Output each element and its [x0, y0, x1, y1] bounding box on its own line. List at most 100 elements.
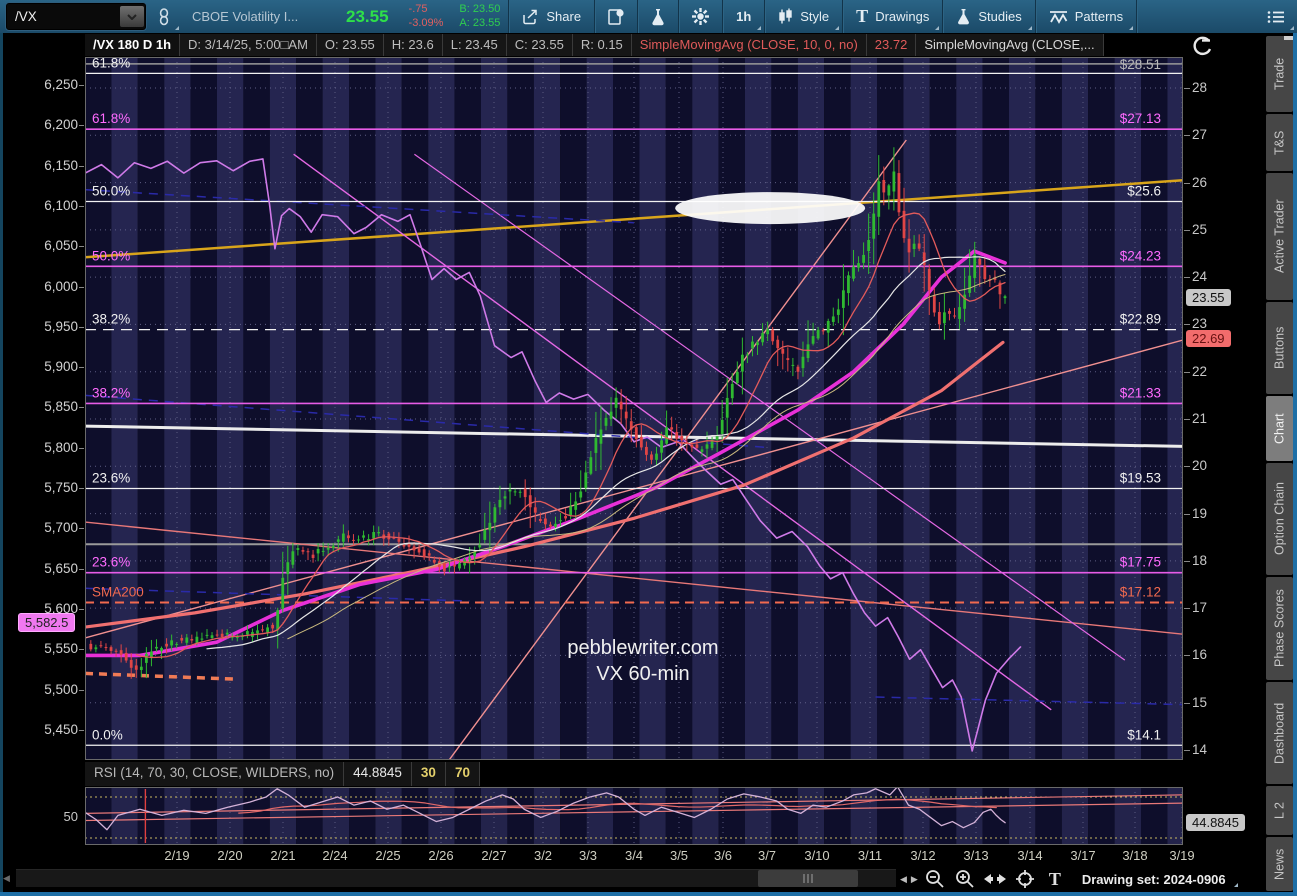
svg-text:SMA200: SMA200: [92, 584, 144, 599]
drawings-button[interactable]: T Drawings: [843, 0, 942, 33]
settings-button[interactable]: [679, 0, 722, 33]
analysis-tools-button[interactable]: [638, 0, 678, 33]
study-sma2-label[interactable]: SimpleMovingAvg (CLOSE,...: [916, 34, 1104, 56]
timeframe-button[interactable]: 1h: [723, 0, 764, 33]
white-ellipse-annotation[interactable]: [675, 192, 866, 225]
toolbar-divider: [842, 0, 844, 33]
right-axis-tick: 24: [1183, 269, 1208, 285]
navy-dash-3[interactable]: [85, 587, 470, 602]
svg-text:$17.75: $17.75: [1120, 555, 1161, 570]
x-axis-date-label: 3/2: [533, 848, 553, 863]
horizontal-scrollbar[interactable]: [16, 869, 896, 887]
window-edge-left: [0, 33, 3, 896]
drawing-set-label: Drawing set: 2024-0906: [1081, 871, 1226, 887]
salmon-down[interactable]: [85, 521, 1183, 635]
watermark-line2: VX 60-min: [596, 663, 689, 685]
drawings-label: Drawings: [875, 9, 930, 24]
dropdown-corner-caret: [1233, 882, 1238, 887]
navy-dash-1[interactable]: [85, 188, 635, 224]
patterns-button[interactable]: Patterns: [1036, 0, 1136, 33]
study-sma1-label[interactable]: SimpleMovingAvg (CLOSE, 10, 0, no): [631, 34, 867, 56]
scroll-left-arrow[interactable]: ◀: [3, 873, 10, 883]
rsi-study-label[interactable]: RSI (14, 70, 30, CLOSE, WILDERS, no): [85, 762, 345, 786]
expand-horizontal-button[interactable]: [982, 868, 1008, 890]
crosshair-button[interactable]: [1012, 868, 1038, 890]
dropdown-corner-caret: [175, 26, 179, 30]
pattern-zigzag-icon: [1049, 10, 1068, 24]
left-axis-tick: 6,150: [0, 158, 84, 173]
svg-text:50.0%: 50.0%: [92, 183, 130, 198]
tab-chart[interactable]: Chart: [1266, 396, 1293, 461]
toolbar-divider: [722, 0, 724, 33]
crosshair-icon: [1015, 870, 1034, 888]
right-axis-tick: 15: [1183, 694, 1208, 710]
chart-menu-button[interactable]: [1255, 0, 1297, 33]
change-value: -.75: [408, 3, 428, 16]
horizontal-scrollbar-thumb[interactable]: [758, 870, 858, 887]
chart-title: /VX 180 D 1h: [85, 34, 181, 56]
tab-dashboard[interactable]: Dashboard: [1266, 682, 1293, 784]
navy-dash-4[interactable]: [875, 696, 1183, 706]
chart-header: /VX 180 D 1h D: 3/14/25, 5:00□AM O: 23.5…: [85, 34, 1104, 56]
rsi-value-badge: 44.8845: [1186, 814, 1245, 831]
left-axis-tick: 5,550: [0, 641, 84, 656]
right-axis-tick: 18: [1183, 552, 1208, 568]
white-thick-trendline[interactable]: [85, 424, 1183, 448]
toolbar-divider: [1034, 0, 1036, 33]
vertical-scrollbar-thumb[interactable]: [1284, 36, 1295, 40]
magenta-down-1[interactable]: [293, 153, 1052, 711]
price-chart-canvas[interactable]: $28.51 61.8% 50.0% $25.6 38.2% $22.89 23.6% $19…: [85, 57, 1183, 760]
left-axis-tick: 5,650: [0, 561, 84, 576]
text-tool-icon: T: [856, 6, 869, 26]
right-axis-tick: 19: [1183, 505, 1208, 521]
report-button[interactable]: i: [595, 0, 637, 33]
study-sma1-value: 23.72: [866, 34, 917, 56]
chart-maximize-icon[interactable]: [1189, 36, 1213, 60]
style-button[interactable]: Style: [765, 0, 842, 33]
x-axis-date-label: 3/7: [757, 848, 777, 863]
x-axis-date-label: 3/18: [1122, 848, 1148, 863]
tab-l-2[interactable]: L 2: [1266, 786, 1293, 835]
pan-left-button[interactable]: ◀: [900, 873, 907, 884]
text-note-button[interactable]: T: [1048, 868, 1061, 889]
x-axis-date-label: 2/24: [322, 848, 348, 863]
symbol-dropdown-button[interactable]: [120, 6, 144, 27]
change-percent: -3.09%: [408, 16, 444, 29]
svg-text:$25.6: $25.6: [1127, 183, 1161, 198]
svg-text:38.2%: 38.2%: [92, 312, 130, 327]
left-axis-tick: 5,600: [0, 601, 84, 616]
zoom-out-button[interactable]: [922, 868, 948, 890]
tab-phase-scores[interactable]: Phase Scores: [1266, 577, 1293, 680]
x-axis-date-label: 3/3: [578, 848, 598, 863]
symbol-combobox[interactable]: /VX: [6, 3, 146, 30]
rsi-midline-label: 50: [63, 809, 78, 824]
chevron-down-icon: [127, 13, 137, 20]
tab-buttons[interactable]: Buttons: [1266, 302, 1293, 394]
gold-trendline[interactable]: [85, 178, 1183, 259]
tab-active-trader[interactable]: Active Trader: [1266, 173, 1293, 300]
left-axis-tick: 6,000: [0, 279, 84, 294]
x-axis-date-label: 2/26: [428, 848, 454, 863]
timeframe-label: 1h: [736, 9, 752, 24]
left-axis-tick: 6,200: [0, 117, 84, 132]
dropdown-corner-caret: [1027, 26, 1032, 30]
zoom-in-button[interactable]: [952, 868, 978, 890]
share-button[interactable]: Share: [509, 0, 594, 33]
tab-trade[interactable]: Trade: [1266, 36, 1293, 112]
salmon-dashed-left[interactable]: [85, 671, 234, 681]
right-axis-tick: 25: [1183, 221, 1208, 237]
tab-news[interactable]: News: [1266, 837, 1293, 891]
style-label: Style: [800, 9, 830, 24]
rsi-chart-canvas[interactable]: [85, 787, 1183, 845]
tab-option-chain[interactable]: Option Chain: [1266, 463, 1293, 575]
x-axis-date-label: 3/14: [1017, 848, 1043, 863]
pan-right-button[interactable]: ▶: [910, 873, 918, 884]
studies-button[interactable]: Studies: [943, 0, 1034, 33]
left-axis-tick: 5,950: [0, 319, 84, 334]
studies-label: Studies: [978, 9, 1022, 24]
tab-t-s[interactable]: T&S: [1266, 114, 1293, 171]
drawing-set-selector[interactable]: Drawing set: 2024-0906: [1082, 872, 1238, 887]
rsi-header: RSI (14, 70, 30, CLOSE, WILDERS, no) 44.…: [85, 762, 480, 786]
link-symbol-button[interactable]: [146, 0, 182, 33]
x-axis-date-label: 3/10: [804, 848, 830, 863]
